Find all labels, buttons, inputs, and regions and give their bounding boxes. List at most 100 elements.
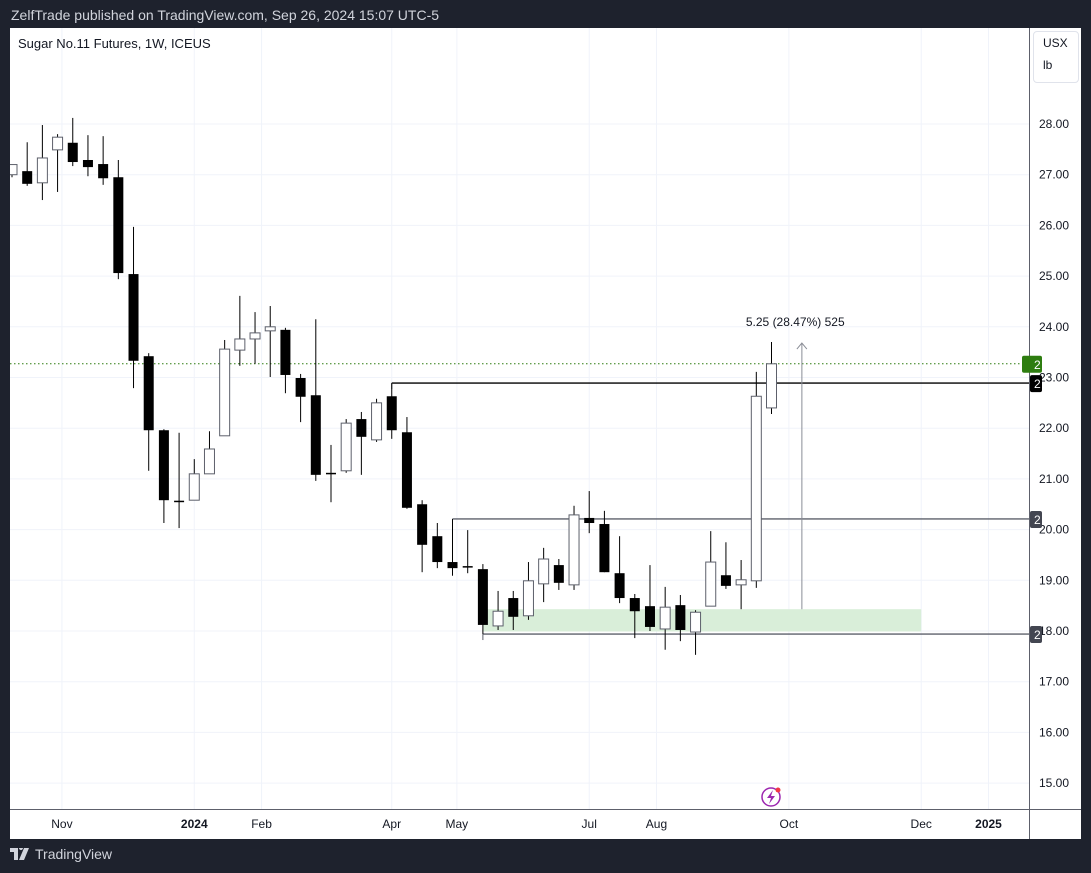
candle-down [158, 430, 169, 501]
candle-down [629, 598, 640, 612]
candle-up [492, 610, 504, 627]
plot-area: 5.25 (28.47%) 525 [10, 28, 1029, 809]
chart-frame[interactable] [10, 28, 1081, 839]
candle-up [188, 473, 200, 501]
candle-down [614, 573, 625, 599]
price-tag-text: 2 [1034, 358, 1041, 372]
candle-down [386, 396, 397, 431]
candle-down [553, 565, 564, 583]
candle-down [280, 329, 291, 375]
candle-down [310, 395, 321, 475]
candle-down [401, 432, 412, 508]
price-tag [1030, 626, 1042, 644]
price-tag [1030, 510, 1042, 528]
candle-down [432, 536, 443, 563]
candle-down [128, 274, 139, 361]
price-tag-text: 2 [1034, 628, 1041, 642]
price-tick-label: 20.00 [1039, 523, 1069, 537]
price-tag-text: 2 [1034, 513, 1041, 527]
publish-info: ZelfTrade published on TradingView.com, … [11, 7, 440, 23]
candle-up [568, 514, 580, 586]
currency-unit-selector[interactable]: USX lb [1033, 31, 1079, 83]
candle-down [447, 562, 458, 569]
candle-down [720, 575, 731, 586]
price-tick-label: 28.00 [1039, 117, 1069, 131]
candle-up [750, 395, 762, 582]
candle-down [462, 566, 473, 568]
price-tick-label: 19.00 [1039, 573, 1069, 587]
currency-label[interactable]: USX [1043, 36, 1068, 50]
lightning-icon [761, 787, 781, 807]
brand-name: TradingView [35, 846, 113, 862]
candle-down [325, 472, 336, 475]
time-tick-label: 2024 [181, 817, 208, 831]
time-tick-label: Dec [911, 817, 932, 831]
candle-down [356, 419, 367, 437]
price-tick-label: 16.00 [1039, 725, 1069, 739]
price-tick-label: 27.00 [1039, 168, 1069, 182]
candle-up [522, 580, 534, 617]
candle-down [675, 605, 686, 630]
measure-arrow-head [796, 342, 808, 350]
price-tick-label: 22.00 [1039, 421, 1069, 435]
candle-up [766, 363, 777, 409]
candle-up [219, 348, 231, 437]
price-tick-label: 21.00 [1039, 472, 1069, 486]
candle-up [203, 448, 215, 475]
candle-up [371, 402, 383, 441]
price-tag-text: 2 [1034, 377, 1041, 391]
lightning-icon-bolt [767, 790, 775, 804]
candle-down [295, 378, 306, 397]
candle-down [644, 606, 655, 627]
candle-down [22, 171, 33, 184]
candle-up [340, 422, 352, 472]
price-tick-label: 18.00 [1039, 624, 1069, 638]
price-tag [1030, 375, 1042, 393]
time-tick-label: May [446, 817, 469, 831]
candle-up [52, 136, 64, 151]
price-tag [1022, 355, 1042, 373]
candle-down [417, 504, 428, 545]
tradingview-logo-icon [10, 848, 29, 860]
price-tick-label: 23.00 [1039, 371, 1069, 385]
time-tick-label: Aug [646, 817, 667, 831]
candle-down [143, 356, 154, 431]
candle-down [98, 164, 109, 179]
price-tick-label: 17.00 [1039, 675, 1069, 689]
time-tick-label: 2025 [975, 817, 1002, 831]
price-tick-label: 26.00 [1039, 218, 1069, 232]
notification-dot [775, 787, 781, 793]
price-tick-label: 25.00 [1039, 269, 1069, 283]
candle-up [538, 558, 550, 585]
candle-down [599, 524, 610, 573]
candle-up [705, 561, 717, 607]
tradingview-brand[interactable]: TradingView [10, 846, 112, 862]
candle-down [67, 142, 78, 163]
time-tick-label: Jul [582, 817, 597, 831]
candle-up [234, 338, 246, 351]
candle-down [174, 500, 185, 503]
candle-up [36, 157, 48, 184]
candle-up [659, 606, 671, 630]
candle-up [10, 164, 18, 176]
symbol-title: Sugar No.11 Futures, 1W, ICEUS [18, 36, 211, 51]
candle-down [82, 159, 93, 168]
candle-up [264, 326, 276, 332]
measure-label: 5.25 (28.47%) 525 [746, 315, 845, 329]
support-zone [482, 609, 922, 632]
price-tick-label: 24.00 [1039, 320, 1069, 334]
candle-up [690, 611, 702, 633]
candle-up [735, 579, 747, 586]
time-tick-label: Nov [51, 817, 72, 831]
time-tick-label: Oct [780, 817, 799, 831]
price-tick-label: 15.00 [1039, 776, 1069, 790]
candle-down [508, 598, 519, 617]
time-tick-label: Feb [251, 817, 272, 831]
candle-down [477, 569, 488, 625]
time-tick-label: Apr [382, 817, 401, 831]
candle-up [249, 332, 261, 340]
unit-label[interactable]: lb [1043, 58, 1053, 72]
candle-down [113, 177, 124, 274]
candle-down [584, 517, 595, 524]
